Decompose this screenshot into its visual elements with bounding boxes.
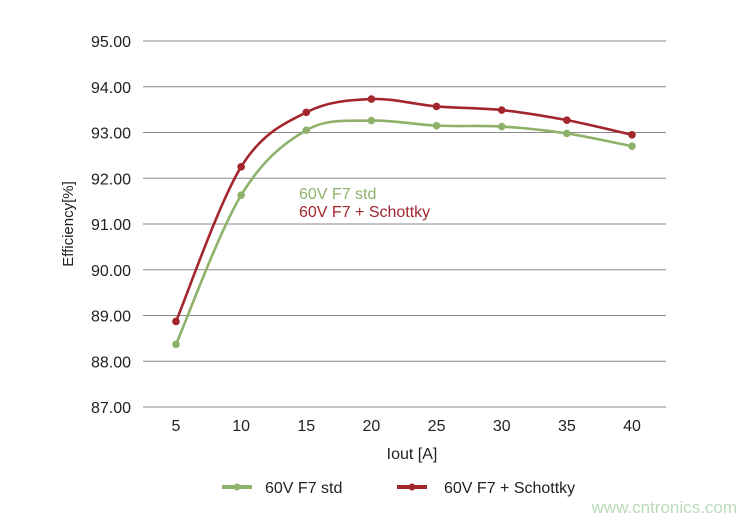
data-point-1 — [367, 95, 376, 103]
x-tick-label: 30 — [493, 418, 511, 435]
data-point-0 — [563, 129, 571, 138]
x-tick-label: 25 — [428, 418, 446, 435]
legend-marker-schottky — [408, 483, 416, 491]
svg-text:www.cntronics.com: www.cntronics.com — [591, 498, 737, 517]
y-tick-label: 89.00 — [91, 309, 131, 326]
data-point-0 — [367, 116, 376, 125]
y-tick-label: 87.00 — [91, 400, 131, 417]
legend: 60V F7 std 60V F7 + Schottky — [222, 480, 575, 497]
data-point-0 — [172, 340, 180, 349]
x-tick-label: 35 — [558, 418, 576, 435]
data-point-1 — [497, 106, 506, 114]
y-tick-label: 95.00 — [91, 34, 131, 51]
legend-marker-std — [233, 483, 241, 491]
x-tick-label: 10 — [232, 418, 250, 435]
y-tick-label: 90.00 — [91, 263, 131, 280]
data-point-1 — [172, 317, 180, 326]
data-point-1 — [237, 163, 245, 171]
series-line-0 — [174, 119, 633, 345]
data-point-1 — [302, 108, 311, 117]
y-tick-label: 91.00 — [91, 217, 131, 234]
data-point-0 — [432, 121, 441, 130]
data-point-0 — [302, 126, 311, 135]
data-point-1 — [628, 130, 636, 139]
legend-label-schottky: 60V F7 + Schottky — [444, 480, 575, 497]
x-tick-label: 15 — [297, 418, 315, 435]
y-tick-label: 94.00 — [91, 80, 131, 97]
x-axis-label: Iout [A] — [387, 446, 438, 463]
y-tick-label: 88.00 — [91, 354, 131, 371]
annotation-std: 60V F7 std — [299, 186, 376, 203]
x-tick-label: 20 — [363, 418, 381, 435]
data-point-1 — [432, 102, 441, 111]
y-tick-labels: 87.00 88.00 89.00 90.00 91.00 92.00 93.00 94.00… — [91, 34, 131, 417]
series-group — [172, 95, 636, 349]
data-point-0 — [497, 122, 506, 131]
grid — [143, 40, 666, 408]
data-point-0 — [628, 142, 636, 151]
x-tick-labels: 5 10 15 20 25 30 35 40 — [172, 418, 641, 435]
y-tick-label: 92.00 — [91, 171, 131, 188]
x-tick-label: 40 — [623, 418, 641, 435]
legend-label-std: 60V F7 std — [265, 480, 342, 497]
annotation-schottky: 60V F7 + Schottky — [299, 204, 430, 221]
y-axis-label: Efficiency[%] — [60, 181, 77, 267]
y-tick-label: 93.00 — [91, 126, 131, 143]
data-point-1 — [563, 116, 571, 124]
data-point-0 — [237, 191, 245, 199]
x-tick-label: 5 — [172, 418, 181, 435]
watermark: www.cntronics.com — [591, 498, 737, 517]
